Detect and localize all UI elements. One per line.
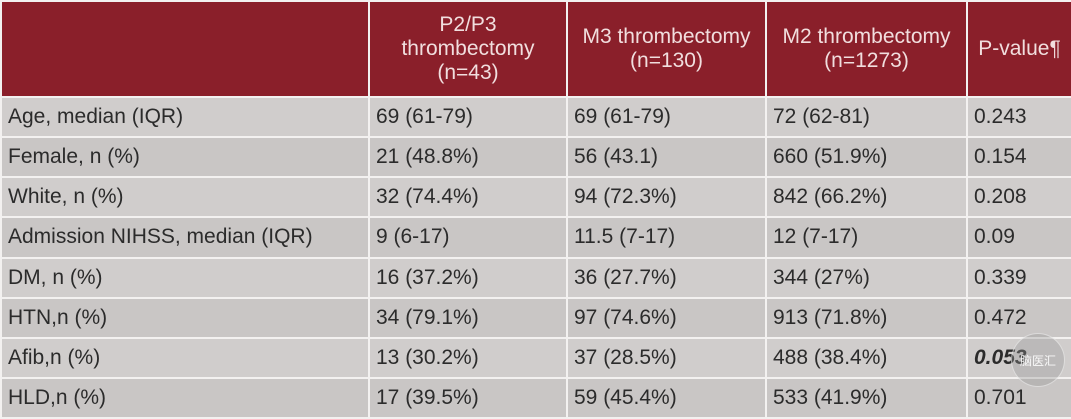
cell-p-value: 0.243 — [966, 95, 1071, 139]
header-m3: M3 thrombectomy (n=130) — [566, 0, 767, 98]
table-row: HLD,n (%) 17 (39.5%) 59 (45.4%) 533 (41.… — [0, 376, 1071, 419]
cell-m3: 36 (27.7%) — [566, 256, 767, 299]
table-row: Female, n (%) 21 (48.8%) 56 (43.1) 660 (… — [0, 136, 1071, 179]
cell-m3: 59 (45.4%) — [566, 376, 767, 419]
table-row: Age, median (IQR) 69 (61-79) 69 (61-79) … — [0, 95, 1071, 139]
cell-p2-p3: 34 (79.1%) — [368, 296, 568, 339]
cell-m2: 533 (41.9%) — [765, 376, 968, 419]
cell-m2: 12 (7-17) — [765, 216, 968, 259]
cell-m2: 913 (71.8%) — [765, 296, 968, 339]
cell-p2-p3: 9 (6-17) — [368, 216, 568, 259]
row-label: Admission NIHSS, median (IQR) — [0, 216, 370, 259]
header-p2-p3: P2/P3 thrombectomy (n=43) — [368, 0, 568, 98]
header-p-value: P-value¶ — [966, 0, 1071, 98]
cell-m3: 94 (72.3%) — [566, 176, 767, 219]
cell-p2-p3: 17 (39.5%) — [368, 376, 568, 419]
cell-p-value: 0.701 — [966, 376, 1071, 419]
table-row: DM, n (%) 16 (37.2%) 36 (27.7%) 344 (27%… — [0, 256, 1071, 299]
row-label: DM, n (%) — [0, 256, 370, 299]
cell-m3: 37 (28.5%) — [566, 336, 767, 379]
cell-m2: 344 (27%) — [765, 256, 968, 299]
cell-p2-p3: 69 (61-79) — [368, 95, 568, 139]
watermark-logo: 脑医汇 — [1011, 333, 1065, 387]
table-row: Admission NIHSS, median (IQR) 9 (6-17) 1… — [0, 216, 1071, 259]
cell-p2-p3: 16 (37.2%) — [368, 256, 568, 299]
cell-m3: 97 (74.6%) — [566, 296, 767, 339]
cell-p-value: 0.154 — [966, 136, 1071, 179]
cell-p-value: 0.472 — [966, 296, 1071, 339]
cell-p-value: 0.339 — [966, 256, 1071, 299]
row-label: Female, n (%) — [0, 136, 370, 179]
row-label: Age, median (IQR) — [0, 95, 370, 139]
table-row: White, n (%) 32 (74.4%) 94 (72.3%) 842 (… — [0, 176, 1071, 219]
header-variable — [0, 0, 370, 98]
cell-p2-p3: 32 (74.4%) — [368, 176, 568, 219]
cell-p2-p3: 21 (48.8%) — [368, 136, 568, 179]
watermark-text: 脑医汇 — [1019, 353, 1056, 368]
table-header-row: P2/P3 thrombectomy (n=43) M3 thrombectom… — [0, 0, 1071, 98]
row-label: HLD,n (%) — [0, 376, 370, 419]
cell-m2: 660 (51.9%) — [765, 136, 968, 179]
cell-m3: 69 (61-79) — [566, 95, 767, 139]
cell-p2-p3: 13 (30.2%) — [368, 336, 568, 379]
row-label: White, n (%) — [0, 176, 370, 219]
cell-p-value: 0.09 — [966, 216, 1071, 259]
cell-m3: 56 (43.1) — [566, 136, 767, 179]
table-row: Afib,n (%) 13 (30.2%) 37 (28.5%) 488 (38… — [0, 336, 1071, 379]
cell-m2: 488 (38.4%) — [765, 336, 968, 379]
row-label: HTN,n (%) — [0, 296, 370, 339]
cell-m2: 72 (62-81) — [765, 95, 968, 139]
row-label: Afib,n (%) — [0, 336, 370, 379]
cell-p-value: 0.208 — [966, 176, 1071, 219]
table-row: HTN,n (%) 34 (79.1%) 97 (74.6%) 913 (71.… — [0, 296, 1071, 339]
header-m2: M2 thrombectomy (n=1273) — [765, 0, 968, 98]
cell-m2: 842 (66.2%) — [765, 176, 968, 219]
cell-m3: 11.5 (7-17) — [566, 216, 767, 259]
